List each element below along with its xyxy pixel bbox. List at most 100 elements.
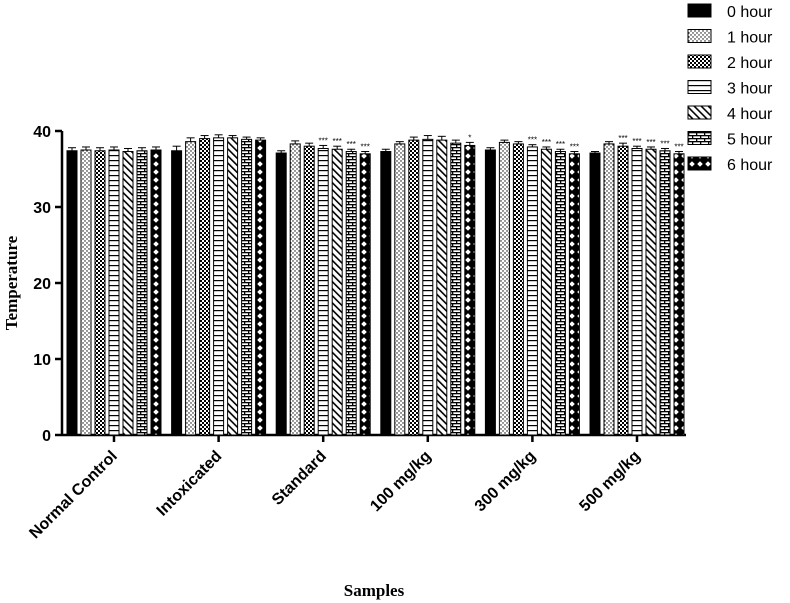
category-label: 500 mg/kg <box>576 448 643 515</box>
legend-label: 1 hour <box>727 30 773 47</box>
legend-swatch <box>687 131 712 145</box>
legend-label: 3 hour <box>727 81 773 98</box>
bar-group: *** *** *** *** *** <box>589 134 685 436</box>
bar <box>94 150 106 436</box>
bar <box>136 150 148 436</box>
bar-group: *** *** *** *** <box>275 136 371 436</box>
significance-label: *** <box>646 138 655 147</box>
bar <box>617 145 629 436</box>
bar <box>80 149 92 436</box>
significance-label: *** <box>333 137 342 146</box>
significance-label: *** <box>319 136 328 145</box>
legend-item: 5 hour <box>687 131 773 149</box>
legend-swatch <box>687 80 712 94</box>
legend-item: 0 hour <box>687 3 773 21</box>
y-tick-label: 20 <box>33 276 51 293</box>
significance-label: *** <box>347 140 356 149</box>
bar <box>394 143 406 436</box>
bar <box>526 146 538 436</box>
bar <box>568 153 580 436</box>
y-tick-label: 40 <box>33 124 51 141</box>
bar <box>464 144 476 436</box>
bar <box>227 137 239 436</box>
bar <box>645 148 657 436</box>
bar <box>303 145 315 436</box>
legend-swatch <box>687 29 712 43</box>
x-axis: Normal Control Intoxicated Standard 100 mg/… <box>26 433 686 542</box>
bar-group: *** *** *** *** <box>484 136 580 436</box>
legend-label: 5 hour <box>727 132 773 149</box>
bar <box>150 149 162 436</box>
significance-label: *** <box>556 140 565 149</box>
bar <box>359 153 371 436</box>
bar <box>540 148 552 436</box>
bar <box>673 153 685 436</box>
significance-label: *** <box>632 137 641 146</box>
bar <box>275 152 287 436</box>
bar <box>185 141 197 436</box>
bar <box>345 151 357 436</box>
legend-item: 4 hour <box>687 105 773 123</box>
legend-item: 6 hour <box>687 156 773 174</box>
bar-group <box>171 134 267 436</box>
bar <box>484 149 496 436</box>
bar <box>289 143 301 436</box>
legend-swatch <box>687 156 712 171</box>
bar <box>380 151 392 436</box>
bar <box>422 138 434 436</box>
significance-label: *** <box>674 143 683 152</box>
bar-group: * <box>380 133 476 436</box>
legend-label: 2 hour <box>727 55 773 72</box>
legend-swatch <box>687 105 712 120</box>
bar <box>241 138 253 436</box>
x-axis-title: Samples <box>344 581 405 600</box>
bar <box>512 143 524 436</box>
significance-label: *** <box>528 136 537 145</box>
y-tick-label: 30 <box>33 200 51 217</box>
bar-group <box>66 146 162 436</box>
significance-label: *** <box>618 134 627 143</box>
legend-item: 3 hour <box>687 80 773 98</box>
legend-item: 2 hour <box>687 54 773 72</box>
bar <box>213 137 225 436</box>
bar <box>450 142 462 436</box>
y-axis-title: Temperature <box>2 235 21 330</box>
bar <box>331 148 343 436</box>
bar <box>631 147 643 436</box>
bar <box>603 143 615 436</box>
legend-item: 1 hour <box>687 29 773 47</box>
significance-label: *** <box>361 143 370 152</box>
significance-label: *** <box>570 143 579 152</box>
significance-label: *** <box>660 139 669 148</box>
category-label: Normal Control <box>26 448 120 542</box>
y-axis: 0 10 20 30 40 <box>33 124 64 445</box>
category-label: Standard <box>269 448 330 509</box>
legend: 0 hour 1 hour 2 hour 3 hour 4 hour 5 hour 6 ho… <box>687 3 773 174</box>
legend-label: 6 hour <box>727 157 773 174</box>
bar <box>659 150 671 436</box>
y-tick-label: 10 <box>33 352 51 369</box>
bar <box>122 151 134 436</box>
y-tick-label: 0 <box>42 428 51 445</box>
bar <box>317 147 329 436</box>
bar <box>554 151 566 436</box>
bar <box>66 150 78 436</box>
legend-swatch <box>687 3 712 18</box>
bar <box>408 139 420 436</box>
bars: *** *** *** **** *** *** *** ****** *** *** *** *** <box>66 133 685 436</box>
legend-label: 4 hour <box>727 106 773 123</box>
bar <box>171 150 183 436</box>
bar <box>589 152 601 436</box>
category-label: Intoxicated <box>154 448 226 520</box>
legend-label: 0 hour <box>727 4 773 21</box>
significance-label: * <box>468 133 471 142</box>
bar <box>498 141 510 436</box>
bar <box>199 138 211 436</box>
category-label: 100 mg/kg <box>367 448 434 515</box>
legend-swatch <box>687 54 712 69</box>
bar <box>255 139 267 436</box>
bar <box>108 149 120 436</box>
significance-label: *** <box>542 138 551 147</box>
bar <box>436 139 448 436</box>
